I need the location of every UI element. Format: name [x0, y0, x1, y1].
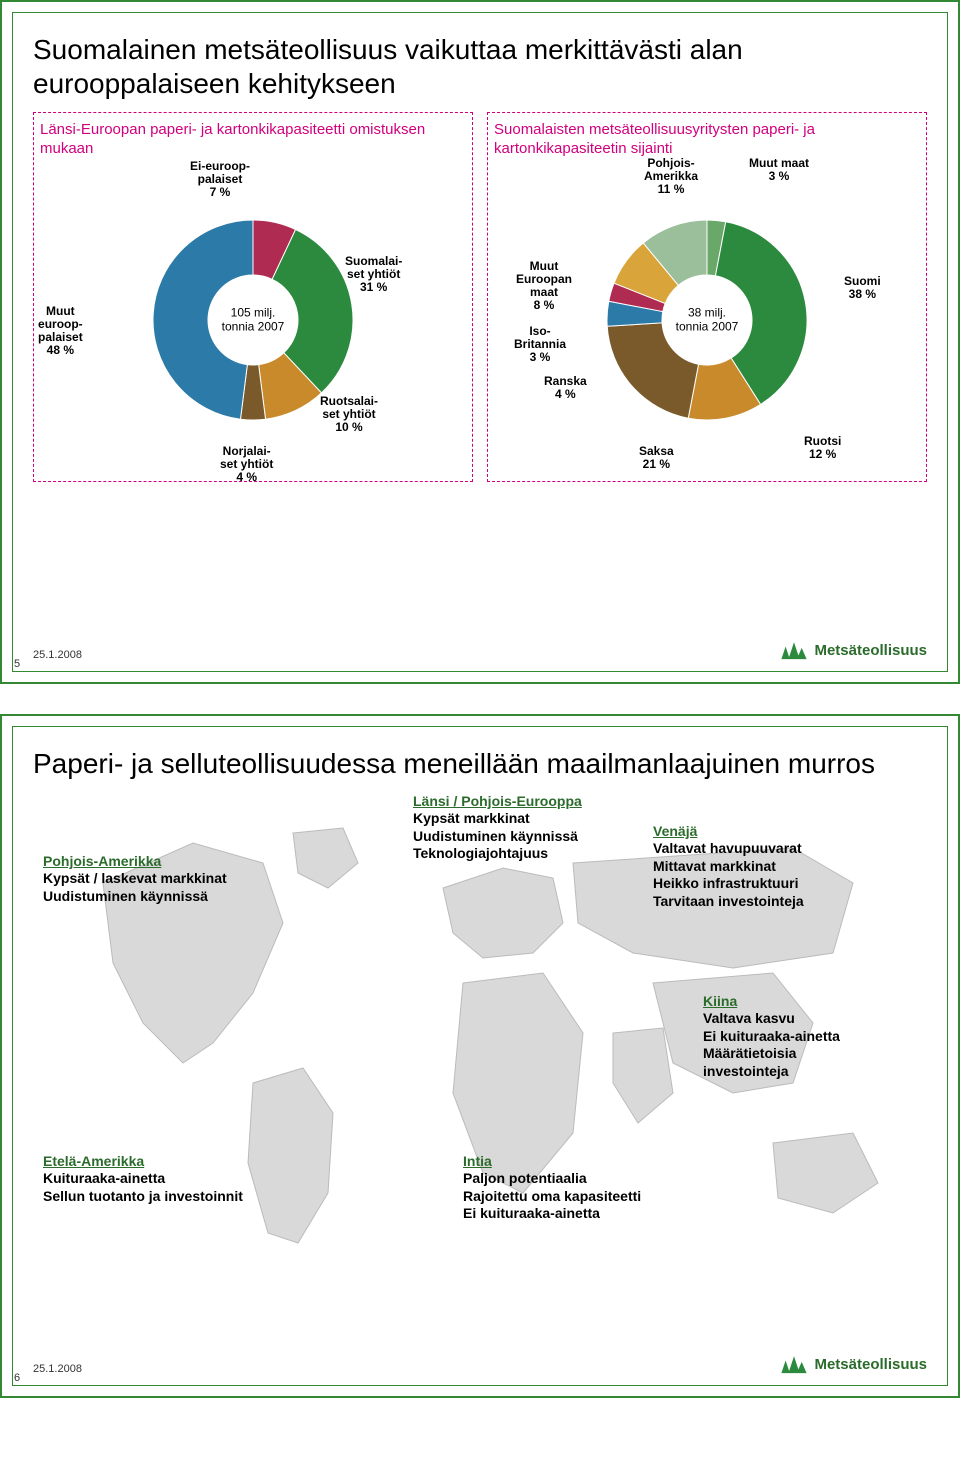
slice-label: Saksa21 %	[639, 445, 674, 471]
slide2-title: Paperi- ja selluteollisuudessa meneillää…	[33, 747, 927, 781]
slice-label: Suomalai-set yhtiöt31 %	[345, 255, 402, 295]
slice-label: Pohjois-Amerikka11 %	[644, 157, 698, 197]
chart-right-caption: Suomalaisten metsäteollisuusyritysten pa…	[494, 121, 920, 159]
region-in: IntiaPaljon potentiaaliaRajoitettu oma k…	[463, 1153, 641, 1223]
logo-1: Metsäteollisuus	[780, 639, 927, 661]
slide-1-inner: Suomalainen metsäteollisuus vaikuttaa me…	[12, 12, 948, 672]
slice-label: Suomi38 %	[844, 275, 881, 301]
region-na: Pohjois-AmerikkaKypsät / laskevat markki…	[43, 853, 227, 906]
region-ru: VenäjäValtavat havupuuvaratMittavat mark…	[653, 823, 804, 911]
slide1-num: 5	[14, 658, 20, 670]
logo-text-1: Metsäteollisuus	[814, 642, 927, 659]
chart-left-caption: Länsi-Euroopan paperi- ja kartonkikapasi…	[40, 121, 466, 159]
slide-2: Paperi- ja selluteollisuudessa meneillää…	[0, 714, 960, 1398]
slice-label: Muuteuroop-palaiset48 %	[38, 305, 83, 358]
slice-label: Ranska4 %	[544, 375, 587, 401]
region-eu: Länsi / Pohjois-EurooppaKypsät markkinat…	[413, 793, 582, 863]
slice-label: Ruotsi12 %	[804, 435, 841, 461]
slice-label: Ei-euroop-palaiset7 %	[190, 160, 250, 200]
donut-left: 105 milj.tonnia 2007Ei-euroop-palaiset7 …	[40, 165, 466, 475]
slide-2-inner: Paperi- ja selluteollisuudessa meneillää…	[12, 726, 948, 1386]
donut-right: 38 milj.tonnia 2007Muut maat3 %Suomi38 %…	[494, 165, 920, 475]
slice-label: Norjalai-set yhtiöt4 %	[220, 445, 273, 485]
chart-left: Länsi-Euroopan paperi- ja kartonkikapasi…	[33, 112, 473, 482]
logo-text-2: Metsäteollisuus	[814, 1356, 927, 1373]
logo-icon	[780, 1353, 808, 1375]
slide1-title: Suomalainen metsäteollisuus vaikuttaa me…	[33, 33, 927, 100]
footer-date-1: 25.1.2008	[33, 649, 82, 661]
footer-date-2: 25.1.2008	[33, 1363, 82, 1375]
slice-label: Muut maat3 %	[749, 157, 809, 183]
slice-label: Iso-Britannia3 %	[514, 325, 566, 365]
slice-label: Ruotsalai-set yhtiöt10 %	[320, 395, 378, 435]
map-area: Pohjois-AmerikkaKypsät / laskevat markki…	[33, 793, 927, 1273]
slide-1: Suomalainen metsäteollisuus vaikuttaa me…	[0, 0, 960, 684]
chart-right: Suomalaisten metsäteollisuusyritysten pa…	[487, 112, 927, 482]
region-sa: Etelä-AmerikkaKuituraaka-ainettaSellun t…	[43, 1153, 243, 1206]
logo-icon	[780, 639, 808, 661]
region-cn: KiinaValtava kasvuEi kuituraaka-ainettaM…	[703, 993, 840, 1081]
slice-label: MuutEuroopanmaat8 %	[516, 260, 572, 313]
slide2-num: 6	[14, 1372, 20, 1384]
chart-row: Länsi-Euroopan paperi- ja kartonkikapasi…	[33, 112, 927, 482]
logo-2: Metsäteollisuus	[780, 1353, 927, 1375]
